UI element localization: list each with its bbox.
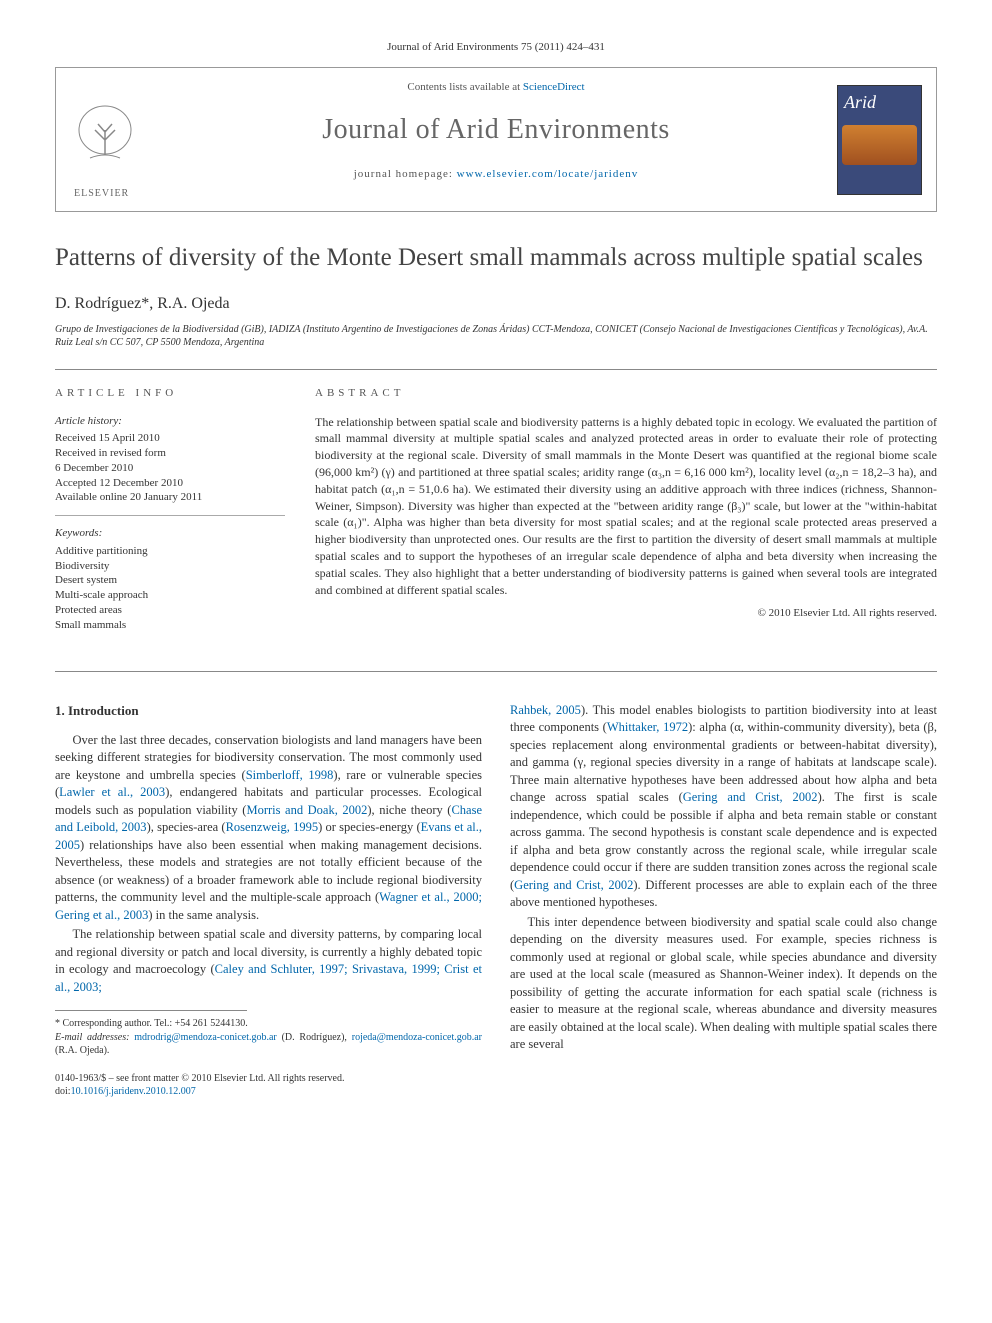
revised-label: Received in revised form xyxy=(55,446,285,461)
email-line: E-mail addresses: mdrodrig@mendoza-conic… xyxy=(55,1031,482,1058)
body-text: ). The first is scale independence, whic… xyxy=(510,790,937,892)
publisher-name: ELSEVIER xyxy=(74,187,129,201)
running-header: Journal of Arid Environments 75 (2011) 4… xyxy=(55,40,937,55)
cover-title: Arid xyxy=(838,86,921,119)
copyright-line: 0140-1963/$ – see front matter © 2010 El… xyxy=(55,1072,937,1086)
journal-masthead: ELSEVIER Contents lists available at Sci… xyxy=(55,67,937,212)
received-date: Received 15 April 2010 xyxy=(55,431,285,446)
article-title: Patterns of diversity of the Monte Deser… xyxy=(55,242,937,275)
section-heading: 1. Introduction xyxy=(55,702,482,720)
article-body: 1. Introduction Over the last three deca… xyxy=(55,702,937,1058)
body-paragraph: The relationship between spatial scale a… xyxy=(55,926,482,996)
author-email-link[interactable]: mdrodrig@mendoza-conicet.gob.ar xyxy=(134,1032,277,1043)
keyword-item: Small mammals xyxy=(55,618,285,633)
journal-homepage-line: journal homepage: www.elsevier.com/locat… xyxy=(172,167,820,182)
citation-link[interactable]: Whittaker, 1972 xyxy=(607,720,688,734)
email-label: E-mail addresses: xyxy=(55,1032,134,1043)
journal-title: Journal of Arid Environments xyxy=(172,110,820,149)
keyword-item: Additive partitioning xyxy=(55,544,285,559)
keyword-item: Desert system xyxy=(55,573,285,588)
author-name-paren: (D. Rodríguez), xyxy=(277,1032,352,1043)
keyword-item: Multi-scale approach xyxy=(55,588,285,603)
corresponding-author-line: * Corresponding author. Tel.: +54 261 52… xyxy=(55,1017,482,1031)
keywords-label: Keywords: xyxy=(55,526,285,541)
journal-homepage-link[interactable]: www.elsevier.com/locate/jaridenv xyxy=(457,168,639,180)
author-list: D. Rodríguez*, R.A. Ojeda xyxy=(55,293,937,315)
homepage-prefix: journal homepage: xyxy=(354,168,457,180)
history-label: Article history: xyxy=(55,414,285,429)
citation-link[interactable]: Morris and Doak, 2002 xyxy=(246,803,367,817)
body-text: This inter dependence between biodiversi… xyxy=(510,915,937,1052)
doi-line: doi:10.1016/j.jaridenv.2010.12.007 xyxy=(55,1085,937,1099)
citation-link[interactable]: Gering and Crist, 2002 xyxy=(683,790,818,804)
author-affiliation: Grupo de Investigaciones de la Biodivers… xyxy=(55,323,937,349)
citation-link[interactable]: Simberloff, 1998 xyxy=(246,768,334,782)
abstract-block: ABSTRACT The relationship between spatia… xyxy=(315,386,937,652)
body-paragraph: Over the last three decades, conservatio… xyxy=(55,732,482,925)
body-paragraph: This inter dependence between biodiversi… xyxy=(510,914,937,1054)
abstract-text: The relationship between spatial scale a… xyxy=(315,414,937,599)
citation-link[interactable]: Lawler et al., 2003 xyxy=(59,785,165,799)
author-name-paren: (R.A. Ojeda). xyxy=(55,1045,109,1056)
elsevier-logo xyxy=(70,100,140,180)
body-text: ), niche theory ( xyxy=(367,803,451,817)
body-text: ) or species-energy ( xyxy=(318,820,421,834)
corresponding-author-footnote: * Corresponding author. Tel.: +54 261 52… xyxy=(55,1017,482,1058)
abstract-copyright: © 2010 Elsevier Ltd. All rights reserved… xyxy=(315,606,937,621)
section-title: Introduction xyxy=(68,703,139,718)
keywords-block: Keywords: Additive partitioning Biodiver… xyxy=(55,526,285,642)
citation-link[interactable]: Gering and Crist, 2002 xyxy=(514,878,633,892)
contents-available-line: Contents lists available at ScienceDirec… xyxy=(172,80,820,95)
keyword-item: Biodiversity xyxy=(55,559,285,574)
cover-map-graphic xyxy=(842,125,917,165)
keyword-item: Protected areas xyxy=(55,603,285,618)
body-paragraph: Rahbek, 2005). This model enables biolog… xyxy=(510,702,937,912)
abstract-heading: ABSTRACT xyxy=(315,386,937,401)
citation-link[interactable]: Rahbek, 2005 xyxy=(510,703,581,717)
revised-date: 6 December 2010 xyxy=(55,461,285,476)
footnote-separator xyxy=(55,1010,247,1011)
article-history-block: Article history: Received 15 April 2010 … xyxy=(55,414,285,517)
elsevier-tree-icon xyxy=(70,100,140,180)
journal-cover-thumbnail: Arid xyxy=(837,85,922,195)
doi-link[interactable]: 10.1016/j.jaridenv.2010.12.007 xyxy=(71,1086,196,1097)
accepted-date: Accepted 12 December 2010 xyxy=(55,476,285,491)
article-info-sidebar: ARTICLE INFO Article history: Received 1… xyxy=(55,386,285,652)
sciencedirect-link[interactable]: ScienceDirect xyxy=(523,81,585,93)
citation-link[interactable]: Rosenzweig, 1995 xyxy=(226,820,318,834)
body-text: ), species-area ( xyxy=(147,820,226,834)
body-text: ) in the same analysis. xyxy=(148,908,259,922)
page-footer: 0140-1963/$ – see front matter © 2010 El… xyxy=(55,1072,937,1099)
article-info-heading: ARTICLE INFO xyxy=(55,386,285,401)
contents-prefix: Contents lists available at xyxy=(407,81,522,93)
doi-prefix: doi: xyxy=(55,1086,71,1097)
section-number: 1. xyxy=(55,703,65,718)
author-email-link[interactable]: rojeda@mendoza-conicet.gob.ar xyxy=(352,1032,482,1043)
online-date: Available online 20 January 2011 xyxy=(55,490,285,505)
